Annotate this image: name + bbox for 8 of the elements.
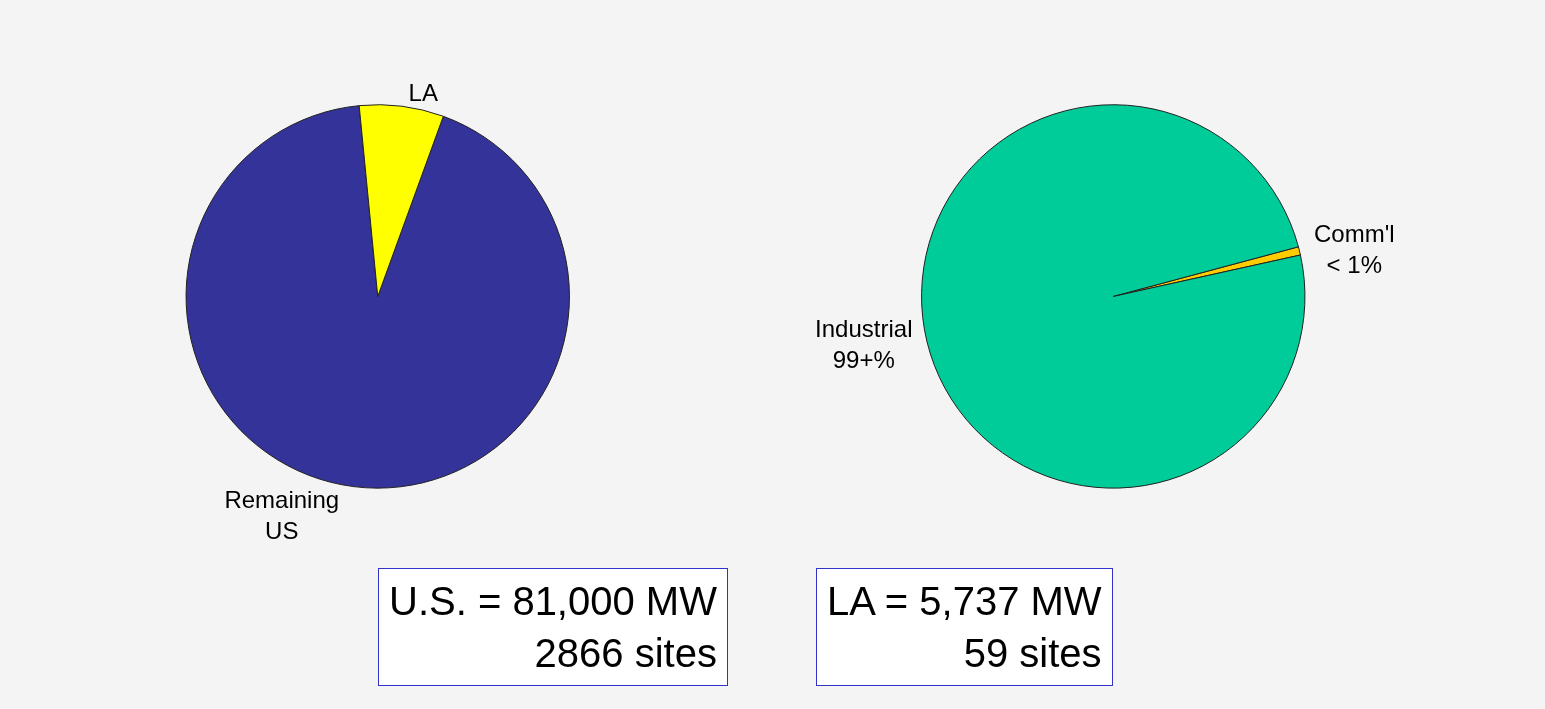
slice-label: LA xyxy=(408,79,438,107)
slice-label: Comm'l < 1% xyxy=(1314,220,1395,279)
pie-slice xyxy=(921,104,1306,489)
text: U.S. = 81,000 MW 2866 sites xyxy=(389,579,718,675)
slice-label: Industrial 99+% xyxy=(815,314,913,373)
text: LA = 5,737 MW 59 sites xyxy=(827,579,1102,675)
pie-slice xyxy=(185,105,570,489)
slice-label: Remaining US xyxy=(224,486,340,545)
